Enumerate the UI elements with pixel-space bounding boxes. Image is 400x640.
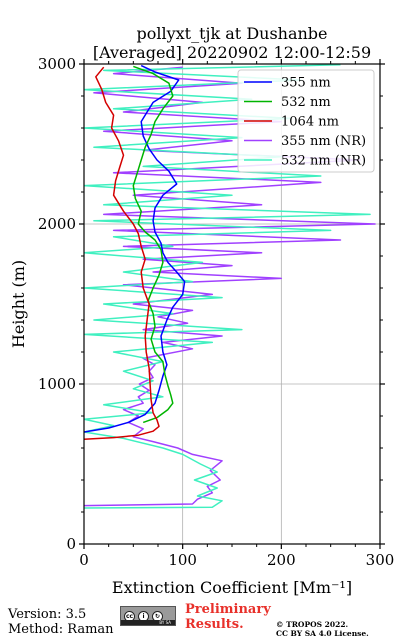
x-tick-label: 0 bbox=[79, 551, 89, 569]
series-layer bbox=[84, 64, 376, 509]
extinction-profile-chart: pollyxt_tjk at Dushanbe [Averaged] 20220… bbox=[9, 24, 395, 597]
series-line-1064-nm bbox=[84, 66, 160, 440]
legend-label: 1064 nm bbox=[281, 115, 339, 130]
y-tick-label: 0 bbox=[66, 535, 76, 553]
version-text: Version: 3.5 bbox=[8, 607, 87, 622]
legend-label: 532 nm (NR) bbox=[281, 154, 366, 169]
copyright-line2: CC BY SA 4.0 License. bbox=[276, 629, 369, 638]
legend-label: 355 nm (NR) bbox=[281, 134, 366, 149]
method-text: Method: Raman bbox=[8, 622, 114, 637]
preliminary-results-text: Preliminary Results. bbox=[185, 602, 271, 632]
cc-badge-bar: BY SA bbox=[121, 620, 175, 625]
chart-title-line1: pollyxt_tjk at Dushanbe bbox=[136, 24, 327, 43]
y-tick-label: 1000 bbox=[38, 375, 76, 393]
x-axis-label: Extinction Coefficient [Mm⁻¹] bbox=[112, 578, 352, 597]
cc-by-sa-icon: cc i ↻ BY SA bbox=[120, 606, 176, 626]
preliminary-line2: Results. bbox=[185, 617, 244, 632]
y-axis-label: Height (m) bbox=[9, 260, 28, 348]
x-tick-label: 100 bbox=[168, 551, 197, 569]
legend-label: 532 nm bbox=[281, 95, 331, 110]
legend: 355 nm 532 nm 1064 nm 355 nm (NR) 532 nm (NR… bbox=[237, 69, 375, 173]
chart-title-line2: [Averaged] 20220902 12:00-12:59 bbox=[93, 43, 371, 62]
legend-label: 355 nm bbox=[281, 76, 331, 91]
x-tick-label: 200 bbox=[267, 551, 296, 569]
preliminary-line1: Preliminary bbox=[185, 602, 271, 617]
series-line-532-nm bbox=[132, 65, 174, 424]
y-tick-label: 2000 bbox=[38, 215, 76, 233]
copyright-line1: © TROPOS 2022. bbox=[276, 620, 349, 629]
legend-box bbox=[237, 69, 375, 173]
y-tick-label: 3000 bbox=[38, 55, 76, 73]
copyright-text: © TROPOS 2022. CC BY SA 4.0 License. bbox=[276, 620, 369, 638]
x-tick-label: 300 bbox=[366, 551, 395, 569]
series-line-532-nm-nr bbox=[84, 64, 371, 509]
series-line-355-nm bbox=[84, 64, 186, 433]
